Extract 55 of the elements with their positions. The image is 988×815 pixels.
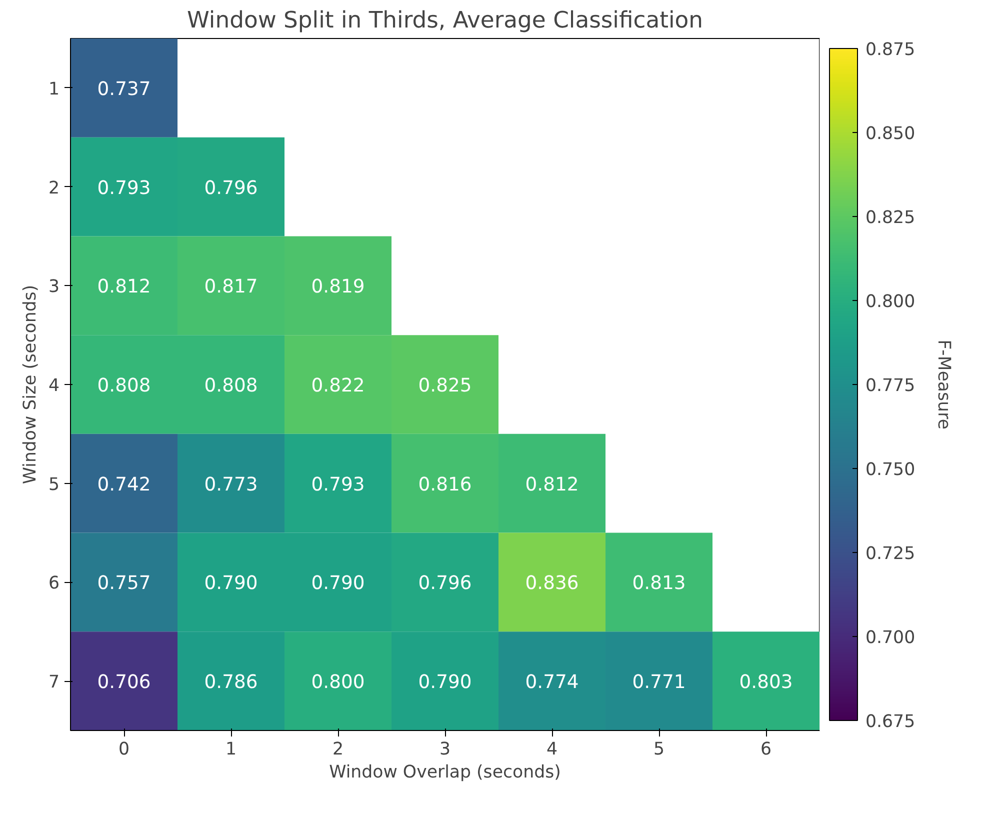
data-label: 0.793 [311, 474, 365, 496]
color-bar-label: 0.875 [866, 40, 916, 60]
data-label: 0.790 [418, 672, 472, 694]
y-tick-label: 4 [48, 376, 60, 396]
x-tick-label: 1 [225, 740, 237, 760]
data-label: 0.825 [418, 376, 472, 396]
data-label: 0.774 [525, 672, 579, 694]
x-axis-title: Window Overlap (seconds) [329, 762, 561, 782]
color-bar-label: 0.775 [866, 376, 916, 396]
color-bar-label: 0.850 [866, 124, 916, 144]
x-tick-label: 5 [653, 740, 665, 760]
data-label: 0.737 [97, 78, 151, 100]
data-label: 0.813 [632, 573, 686, 594]
x-tick-label: 0 [118, 740, 130, 760]
y-tick-label: 7 [48, 672, 60, 693]
data-label: 0.836 [525, 573, 579, 594]
y-tick-label: 2 [48, 178, 60, 198]
data-label: 0.790 [204, 573, 258, 594]
data-label: 0.786 [204, 672, 258, 694]
data-label: 0.796 [204, 178, 258, 199]
data-label: 0.808 [97, 376, 151, 396]
y-tick-label: 1 [48, 79, 60, 100]
x-tick-label: 2 [332, 740, 344, 760]
data-label: 0.817 [204, 276, 258, 298]
data-label: 0.808 [204, 376, 258, 396]
color-bar-label: 0.725 [866, 544, 916, 564]
color-bar-label: 0.800 [866, 292, 916, 312]
x-tick-label: 6 [760, 740, 772, 760]
data-label: 0.773 [204, 474, 258, 496]
y-tick-label: 5 [48, 474, 60, 495]
chart-title: Window Split in Thirds, Average Classification [187, 8, 703, 34]
color-bar-label: 0.700 [866, 628, 916, 648]
data-label: 0.816 [418, 474, 472, 496]
data-label: 0.742 [97, 474, 151, 496]
x-tick-label: 4 [546, 740, 558, 760]
data-label: 0.793 [97, 178, 151, 199]
data-label: 0.800 [311, 672, 365, 694]
data-label: 0.796 [418, 573, 472, 594]
x-tick-label: 3 [439, 740, 451, 760]
data-label: 0.819 [311, 276, 365, 298]
data-label: 0.822 [311, 376, 365, 396]
data-label: 0.812 [97, 276, 151, 298]
data-label: 0.706 [97, 672, 151, 694]
y-axis-title: Window Size (seconds) [20, 284, 40, 484]
color-bar-label: 0.675 [866, 712, 916, 732]
data-label: 0.757 [97, 573, 151, 594]
y-tick-label: 6 [48, 574, 60, 594]
data-label: 0.771 [632, 672, 686, 694]
y-tick-label: 3 [48, 277, 60, 298]
color-bar-title: F-Measure [934, 340, 954, 430]
data-label: 0.803 [739, 672, 793, 694]
data-label: 0.790 [311, 573, 365, 594]
data-label: 0.812 [525, 474, 579, 496]
color-bar-label: 0.750 [866, 460, 916, 480]
color-bar-label: 0.825 [866, 208, 916, 228]
